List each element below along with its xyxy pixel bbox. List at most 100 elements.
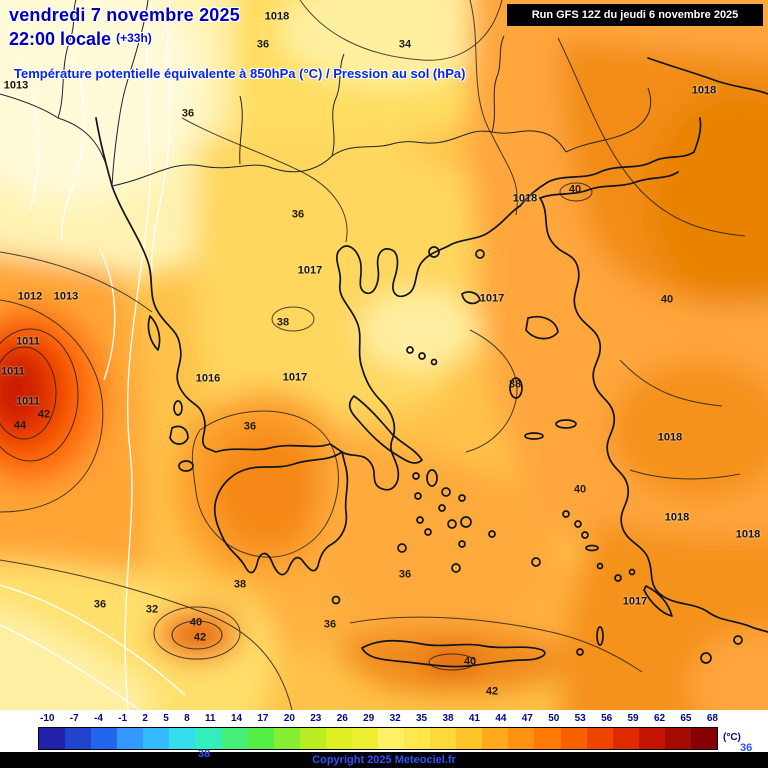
colorbar-cell: [378, 728, 405, 749]
stray-label-38: 38: [198, 748, 211, 760]
map-label-temp: 42: [193, 631, 207, 644]
map-label-pressure: 1011: [16, 395, 40, 408]
colorbar-tick: -7: [69, 713, 79, 724]
map-label-pressure: 1011: [1, 365, 25, 378]
map-label-temp: 44: [13, 419, 27, 432]
map-label-pressure: 1018: [735, 528, 761, 541]
map-label-temp: 32: [145, 603, 159, 616]
colorbar-cell: [299, 728, 326, 749]
colorbar-footer: -10 -7 -4 -1 2 5 8 11 14 17 20 23 26 29 32 35 38 41 44 47 50…: [0, 710, 768, 768]
map-area: 1018 36 34 1013 1018 36 40 1018 36 1017 1012 1013 10…: [0, 0, 768, 710]
colorbar-tick: 56: [601, 713, 613, 724]
map-label-pressure: 1018: [512, 192, 538, 205]
map-label-temp: 36: [256, 38, 270, 51]
map-label-temp: 38: [508, 378, 522, 391]
colorbar-tick: 44: [495, 713, 507, 724]
copyright-text: Copyright 2025 Meteociel.fr: [312, 754, 456, 766]
map-label-temp: 36: [323, 618, 337, 631]
map-label-temp: 34: [398, 38, 412, 51]
colorbar-tick: 11: [205, 713, 216, 724]
colorbar-tick: -1: [118, 713, 128, 724]
forecast-offset: (+33h): [116, 31, 152, 45]
colorbar-tick: 23: [310, 713, 322, 724]
run-info-text: Run GFS 12Z du jeudi 6 novembre 2025: [531, 9, 739, 21]
colorbar-tick: 59: [627, 713, 639, 724]
colorbar-tick: -4: [93, 713, 103, 724]
colorbar-cell: [117, 728, 144, 749]
colorbar-cell: [612, 728, 639, 749]
colorbar-cell: [508, 728, 535, 749]
colorbar-cell: [325, 728, 352, 749]
stray-label-36: 36: [740, 742, 753, 754]
colorbar-tick: 8: [184, 713, 190, 724]
colorbar-cell: [143, 728, 170, 749]
colorbar-cell: [195, 728, 222, 749]
time-text: 22:00 locale (+33h): [9, 29, 152, 50]
colorbar-cell: [586, 728, 613, 749]
colorbar-cell: [404, 728, 431, 749]
colorbar-tick: 65: [680, 713, 692, 724]
date-text: vendredi 7 novembre 2025: [9, 5, 240, 25]
colorbar-cell: [456, 728, 483, 749]
colorbar-tick: 29: [363, 713, 375, 724]
colorbar-cell: [638, 728, 665, 749]
colorbar-cell: [534, 728, 561, 749]
colorbar-cell: [169, 728, 196, 749]
map-label-pressure: 1017: [479, 292, 505, 305]
colorbar-cell: [91, 728, 118, 749]
colorbar-tick: 26: [336, 713, 348, 724]
colorbar-tick: 62: [653, 713, 666, 724]
map-label-temp: 36: [243, 420, 257, 433]
map-label-pressure: 1013: [3, 79, 29, 92]
map-label-pressure: 1017: [297, 264, 323, 277]
map-label-pressure: 1013: [53, 290, 79, 303]
colorbar-tick: 50: [548, 713, 560, 724]
map-label-pressure: 1018: [264, 10, 290, 23]
colorbar-tick: 38: [442, 713, 454, 724]
map-label-temp: 40: [660, 293, 674, 306]
colorbar-cell: [482, 728, 509, 749]
map-label-pressure: 1011: [16, 335, 40, 348]
colorbar-tick: 20: [283, 713, 295, 724]
map-label-pressure: 1018: [664, 511, 690, 524]
isobar-lines: [0, 0, 186, 710]
colorbar-cell: [221, 728, 248, 749]
coastlines: [95, 57, 768, 668]
colorbar-cell: [430, 728, 457, 749]
colorbar-tick: 35: [416, 713, 428, 724]
map-label-temp: 40: [568, 183, 582, 196]
run-info-box: Run GFS 12Z du jeudi 6 novembre 2025: [507, 4, 763, 26]
colorbar-tick: 5: [163, 713, 169, 724]
colorbar-tick: 47: [521, 713, 533, 724]
copyright-bar: Copyright 2025 Meteociel.fr: [0, 752, 768, 768]
colorbar-cell: [273, 728, 300, 749]
colorbar-ticks: -10 -7 -4 -1 2 5 8 11 14 17 20 23 26 29 32 35 38 41 44 47 50…: [40, 713, 718, 724]
map-label-temp: 40: [463, 655, 477, 668]
weather-map-svg: [0, 0, 768, 710]
colorbar-cell: [247, 728, 274, 749]
map-label-temp: 36: [181, 107, 195, 120]
map-label-pressure: 1017: [282, 371, 308, 384]
map-label-pressure: 1017: [622, 595, 648, 608]
colorbar-tick: 17: [257, 713, 269, 724]
temperature-field: [0, 0, 768, 710]
map-label-temp: 42: [485, 685, 499, 698]
map-label-temp: 40: [573, 483, 587, 496]
colorbar-cell: [39, 728, 66, 749]
colorbar-cells: [38, 727, 718, 750]
map-label-temp: 38: [276, 316, 290, 329]
local-time: 22:00 locale: [9, 29, 112, 49]
borders: [0, 0, 652, 187]
map-label-temp: 36: [93, 598, 107, 611]
map-label-pressure: 1018: [657, 431, 683, 444]
colorbar-cell: [690, 728, 718, 749]
map-label-temp: 36: [398, 568, 412, 581]
map-label-temp: 38: [233, 578, 247, 591]
colorbar-cell: [65, 728, 92, 749]
map-label-pressure: 1018: [691, 84, 717, 97]
colorbar-cell: [560, 728, 587, 749]
map-label-pressure: 1012: [17, 290, 43, 303]
colorbar-tick: 32: [389, 713, 401, 724]
map-label-temp: 42: [37, 408, 51, 421]
